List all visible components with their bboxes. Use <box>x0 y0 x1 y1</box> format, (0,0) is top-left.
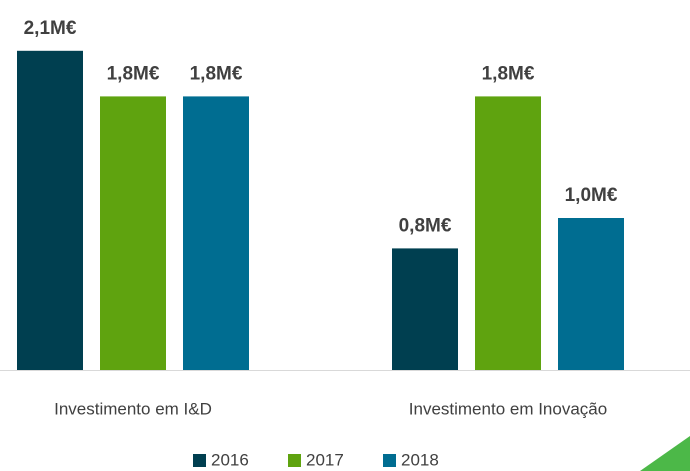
data-label: 1,8M€ <box>107 63 160 84</box>
legend-swatch <box>383 454 396 467</box>
x-tick-label: Investimento em Inovação <box>409 399 607 418</box>
data-label: 1,8M€ <box>190 63 243 84</box>
x-tick-label: Investimento em I&D <box>54 399 212 418</box>
data-label: 0,8M€ <box>399 215 452 236</box>
bar <box>100 96 166 371</box>
data-label: 2,1M€ <box>24 18 77 39</box>
data-label: 1,0M€ <box>565 185 618 206</box>
bar <box>475 96 541 371</box>
bar <box>183 96 249 371</box>
corner-decoration <box>640 436 690 471</box>
bar <box>392 248 458 370</box>
legend-swatch <box>288 454 301 467</box>
legend-label: 2016 <box>211 450 249 469</box>
legend-label: 2017 <box>306 450 344 469</box>
legend-label: 2018 <box>401 450 439 469</box>
data-label: 1,8M€ <box>482 63 535 84</box>
bar <box>17 50 83 371</box>
legend-swatch <box>193 454 206 467</box>
bar <box>558 218 624 370</box>
